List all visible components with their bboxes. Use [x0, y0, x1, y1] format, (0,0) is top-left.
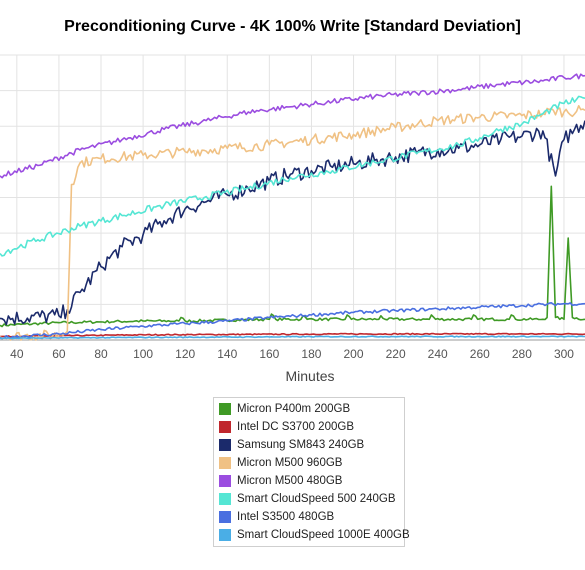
x-tick-label: 280: [512, 347, 532, 361]
series-line-intel-dc-s3700-200gb: [0, 332, 585, 338]
series-line-micron-m500-960gb: [0, 105, 585, 341]
x-tick-label: 80: [94, 347, 108, 361]
legend-item: Intel DC S3700 200GB: [214, 418, 404, 436]
legend-item: Smart CloudSpeed 1000E 400GB: [214, 526, 410, 544]
x-tick-label: 40: [10, 347, 24, 361]
x-tick-label: 180: [301, 347, 321, 361]
legend-item: Samsung SM843 240GB: [214, 436, 404, 454]
legend-label: Smart CloudSpeed 500 240GB: [237, 493, 396, 505]
legend-label: Micron M500 960GB: [237, 457, 343, 469]
x-tick-label: 160: [259, 347, 279, 361]
plot-area: 40 60 80 100 120 140 160 180 200 220 240 260 280 300: [0, 54, 585, 361]
x-tick-label: 300: [554, 347, 574, 361]
legend-swatch: [219, 421, 231, 433]
legend-swatch: [219, 403, 231, 415]
series-line-smart-cloudspeed-500-240gb: [0, 95, 585, 257]
series-line-intel-s3500-480gb: [0, 302, 585, 340]
legend-label: Micron P400m 200GB: [237, 403, 351, 415]
legend-swatch: [219, 439, 231, 451]
legend-item: Micron M500 960GB: [214, 454, 404, 472]
x-tick-label: 220: [386, 347, 406, 361]
legend-label: Smart CloudSpeed 1000E 400GB: [237, 529, 410, 541]
legend-item: Micron M500 480GB: [214, 472, 404, 490]
legend-swatch: [219, 511, 231, 523]
x-tick-label: 120: [175, 347, 195, 361]
series-line-smart-cloudspeed-1000e-400gb: [0, 335, 585, 340]
legend-swatch: [219, 457, 231, 469]
x-tick-label: 60: [52, 347, 66, 361]
legend-item: Smart CloudSpeed 500 240GB: [214, 490, 404, 508]
x-tick-label: 200: [344, 347, 364, 361]
legend-label: Intel S3500 480GB: [237, 511, 335, 523]
legend-label: Intel DC S3700 200GB: [237, 421, 354, 433]
legend-item: Intel S3500 480GB: [214, 508, 404, 526]
legend-label: Samsung SM843 240GB: [237, 439, 365, 451]
series-line-micron-m500-480gb: [0, 73, 585, 179]
legend-label: Micron M500 480GB: [237, 475, 343, 487]
series-line-micron-p400m-200gb: [0, 185, 585, 328]
legend-swatch: [219, 529, 231, 541]
legend: Micron P400m 200GB Intel DC S3700 200GB Sa…: [213, 397, 410, 547]
x-tick-label: 240: [428, 347, 448, 361]
x-tick-label: 260: [470, 347, 490, 361]
x-tick-label: 100: [133, 347, 153, 361]
x-axis-ticks: 40 60 80 100 120 140 160 180 200 220 240 260 280 300: [10, 347, 574, 361]
legend-swatch: [219, 493, 231, 505]
chart-title: Preconditioning Curve - 4K 100% Write [S…: [64, 18, 521, 35]
legend-swatch: [219, 475, 231, 487]
x-axis-label: Minutes: [285, 368, 335, 384]
x-tick-label: 140: [217, 347, 237, 361]
legend-item: Micron P400m 200GB: [214, 400, 404, 418]
gridlines: [0, 54, 585, 341]
series-lines: [0, 73, 585, 341]
series-line-samsung-sm843-240gb: [0, 120, 585, 326]
